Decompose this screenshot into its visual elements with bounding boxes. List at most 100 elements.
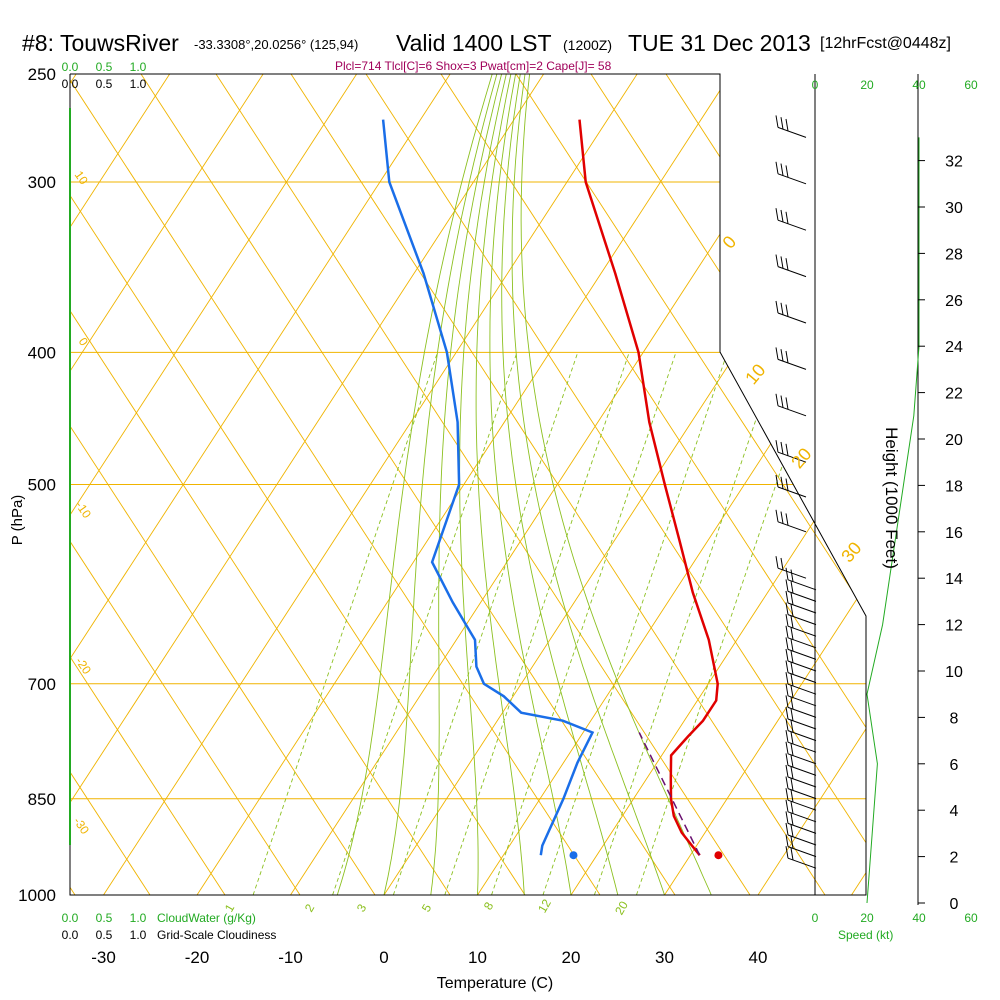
wind-barb: [775, 347, 807, 370]
speed-tick-label: 40: [912, 911, 926, 925]
height-tick-label: 26: [945, 293, 963, 310]
wind-barb: [785, 764, 817, 788]
wind-barb-flag: [790, 604, 794, 617]
wind-barb: [775, 440, 807, 463]
wind-barb: [785, 788, 817, 811]
cloudiness-tick-label: 1.0: [130, 928, 147, 942]
wind-barb: [785, 567, 817, 591]
wind-barb-flag: [780, 349, 784, 362]
dry-adiabat-label: 0: [719, 232, 741, 253]
height-tick-label: 2: [950, 850, 959, 867]
wind-barb-flag: [785, 304, 789, 317]
wind-barb-flag: [790, 592, 794, 605]
height-tick-label: 4: [950, 803, 959, 820]
wind-barb-flag: [790, 720, 794, 733]
wind-barb-flag: [775, 115, 779, 128]
wind-barb: [785, 718, 817, 742]
wind-barb-flag: [785, 764, 789, 778]
speed-tick-label: 0: [812, 78, 819, 92]
wind-barb-flag: [780, 476, 784, 489]
pressure-tick-label: 500: [28, 476, 56, 495]
dry-adiabat-line: [489, 74, 866, 895]
wind-barb-flag: [775, 474, 779, 488]
wind-barb-staff: [777, 173, 807, 185]
mixing-ratio-line: [444, 352, 630, 895]
height-tick-label: 6: [950, 757, 959, 774]
wind-barb-flag: [785, 660, 789, 673]
station-coords: -33.3308°,20.0256° (125,94): [194, 37, 359, 52]
mixing-ratio-line: [332, 352, 518, 895]
wind-barb-flag: [790, 813, 794, 826]
wind-barb-flag: [775, 509, 779, 522]
mixing-ratio-line: [252, 352, 438, 895]
wind-barb: [785, 637, 817, 660]
wind-barb-flag: [785, 683, 789, 696]
dry-adiabat-line: [339, 74, 866, 895]
wind-barb-flag: [780, 209, 784, 223]
wind-barb: [785, 753, 817, 776]
height-tick-label: 24: [945, 339, 963, 356]
wind-barb: [775, 474, 807, 498]
wind-barb: [785, 834, 817, 858]
cloudiness-tick-label: 1.0: [130, 77, 147, 91]
cloudwater-tick-label: 0.0: [62, 60, 79, 74]
temperature-tick-label: -20: [185, 948, 210, 967]
wind-barb-flag: [790, 650, 794, 663]
wind-barb-flag: [785, 834, 789, 847]
dry-adiabat-line: [70, 74, 151, 895]
wind-barb-flag: [785, 637, 789, 650]
wind-barb-flag: [790, 569, 794, 582]
height-tick-label: 8: [950, 710, 959, 727]
height-tick-label: 30: [945, 200, 963, 217]
pressure-tick-label: 700: [28, 675, 56, 694]
wind-barb: [785, 822, 817, 846]
wind-barb-flag: [790, 731, 794, 745]
cloudiness-label: Grid-Scale Cloudiness: [157, 928, 276, 942]
height-tick-label: 12: [945, 618, 963, 635]
wind-barb-staff: [777, 126, 807, 138]
wind-barb-flag: [780, 256, 784, 269]
wind-barb-flag: [785, 811, 789, 824]
wind-barb: [785, 579, 817, 602]
height-tick-label: 20: [945, 432, 963, 449]
dry-adiabat-line: [70, 74, 226, 895]
wind-barb-staff: [777, 486, 807, 498]
dry-adiabat-line: [414, 74, 866, 895]
speed-tick-label: 40: [912, 78, 926, 92]
speed-tick-label: 20: [860, 911, 874, 925]
wind-barb-flag: [785, 822, 789, 836]
cloudiness-tick-label: 0.5: [96, 928, 113, 942]
temperature-tick-label: -30: [91, 948, 116, 967]
dry-adiabat-line: [264, 74, 826, 895]
mixing-ratio-line: [542, 352, 728, 895]
wind-barb-flag: [780, 441, 784, 455]
speed-label: Speed (kt): [838, 928, 893, 942]
plot-frame: [69, 73, 867, 896]
isotherm-line: [757, 74, 866, 895]
left-adiabat-label: 10: [72, 168, 91, 187]
dry-adiabat-line: [189, 74, 751, 895]
wind-barb-flag: [790, 789, 794, 803]
height-tick-label: 32: [945, 154, 963, 171]
wind-barb-flag: [785, 602, 789, 615]
wind-barb-flag: [785, 579, 789, 592]
dry-adiabat-label: 10: [741, 360, 769, 388]
height-tick-label: 10: [945, 664, 963, 681]
wind-barb-flag: [785, 397, 789, 410]
wind-barb: [785, 648, 817, 672]
temperature-profile: [578, 119, 719, 856]
wind-barb-staff: [777, 312, 807, 324]
wind-barb: [775, 208, 807, 231]
wind-barb-flag: [790, 708, 794, 721]
mixing-ratio-label: 3: [354, 901, 370, 914]
wind-barb-flag: [780, 395, 784, 408]
wind-barb: [785, 811, 817, 834]
wind-barb-flag: [790, 766, 794, 779]
wind-barb-flag: [785, 118, 789, 132]
wind-barb: [775, 115, 807, 138]
wind-barb-flag: [775, 440, 779, 453]
wind-barb-flag: [790, 847, 794, 861]
wind-barb-flag: [790, 697, 794, 710]
wind-barb-flag: [775, 254, 779, 267]
